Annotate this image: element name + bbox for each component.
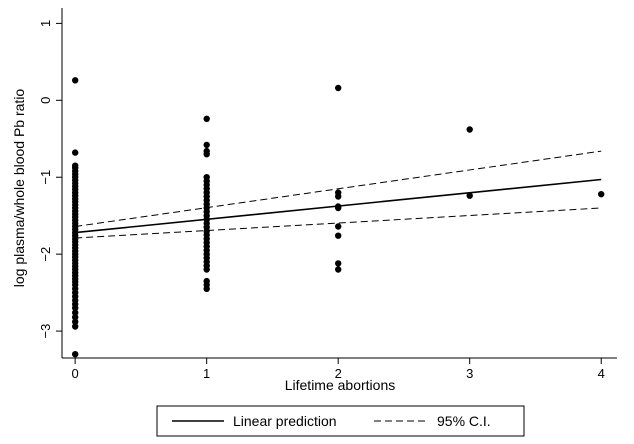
x-tick-label: 4 [598,366,605,381]
data-point [72,323,79,330]
data-point [598,191,605,198]
data-point [72,351,79,358]
data-point [335,193,342,200]
y-tick-label: −3 [38,324,53,339]
plot-area [72,77,605,358]
data-point [72,318,79,325]
legend-label-95-ci: 95% C.I. [437,413,491,429]
data-point [466,192,473,199]
data-point [72,314,79,321]
x-tick-label: 1 [203,366,210,381]
data-point [466,126,473,133]
data-point [72,304,79,312]
data-point [203,115,210,123]
y-tick-label: −2 [38,247,53,262]
y-tick-label: 1 [38,20,53,27]
data-point [335,260,342,267]
data-point [72,77,79,84]
legend: Linear prediction 95% C.I. [156,405,525,437]
data-point [335,232,342,239]
x-tick-label: 0 [72,366,79,381]
data-point [335,84,342,92]
x-axis-title: Lifetime abortions [285,377,396,393]
data-point [72,149,79,156]
data-point [335,223,342,230]
axes: 0 1 2 3 4 −3 −2 −1 0 1 [38,8,617,381]
data-point [203,141,210,149]
data-point [72,309,79,316]
data-point [203,266,210,273]
data-point [203,151,210,158]
x-tick-label: 3 [466,366,473,381]
y-tick-label: −1 [38,170,53,185]
data-point [203,285,210,292]
data-point [335,266,342,273]
x-tick-label: 2 [335,366,342,381]
legend-label-linear-prediction: Linear prediction [233,413,337,429]
ci-line-2 [75,150,602,227]
y-tick-label: 0 [38,97,53,104]
linear-prediction-line [75,178,602,234]
y-axis-title: log plasma/whole blood Pb ratio [11,89,27,288]
